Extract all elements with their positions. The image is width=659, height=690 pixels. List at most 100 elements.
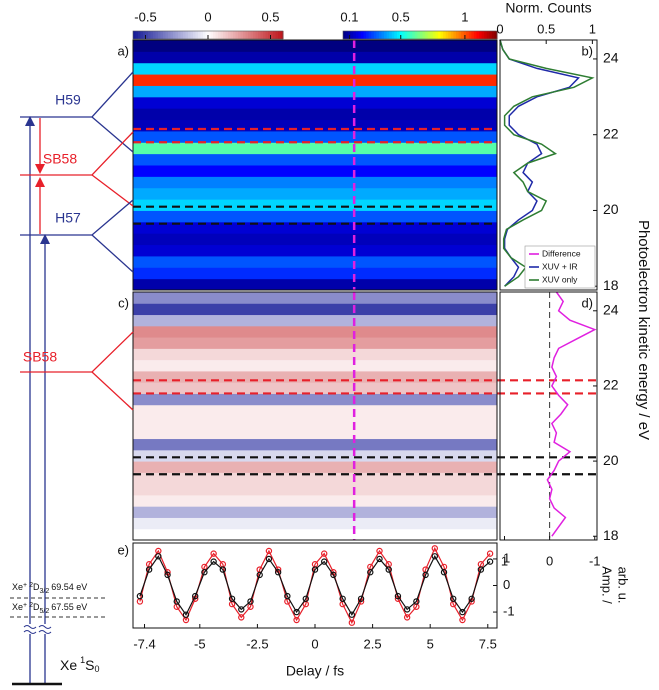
x-tick-label: -5 [194,636,206,651]
series-point [477,566,485,573]
x-tick-label: 1 [501,553,508,568]
colorbar-cell [213,31,216,39]
series-point [413,598,420,605]
colorbar-cell [225,31,229,39]
colorbar-cell [165,31,169,39]
colorbar-cell [223,31,226,39]
colorbar-cell [200,31,204,39]
colorbar-cell [360,31,365,39]
colorbar-cell [363,31,367,39]
colorbar-cell [450,31,454,39]
frame [132,39,498,291]
colorbar-cell [440,31,444,39]
colorbar-cell [260,31,264,39]
charge: + [23,602,27,609]
heat-cell [133,142,497,155]
series-point [321,558,328,565]
colorbar-cell [158,31,161,39]
colorbar-tick-label: 0.5 [261,9,279,24]
heat-cell [133,244,497,257]
element: Xe [12,582,23,592]
y-tick-label: 22 [603,125,619,141]
colorbar-cell [220,31,224,39]
series-point [274,569,282,576]
series-point [238,606,245,613]
colorbar-cell [432,31,436,39]
heat-cell [133,348,497,361]
heat-cell [133,382,497,394]
y-tick-label: -1 [503,604,515,619]
x-tick-label: 5 [427,636,434,651]
colorbar-tick-label: 0.1 [340,9,358,24]
series-line [499,39,595,287]
series-point [192,592,199,600]
heat-cell [133,153,497,166]
colorbar-cell [484,31,488,39]
series-point [394,592,402,600]
colorbar-cell [190,31,194,39]
axis-break [24,624,52,634]
colorbar-cell [420,31,424,39]
series-point [403,614,411,621]
series-line [139,546,491,625]
series-point [440,569,448,576]
axis-title: Norm. Counts [505,0,591,16]
colorbar-cell [402,31,406,39]
arrowhead [35,164,45,174]
series-line [546,291,597,537]
heat-cell [133,494,497,507]
y-tick-label: 1 [503,550,510,565]
series-point [486,558,494,565]
series-point [348,611,356,618]
axis-title: Amp. / [600,566,615,604]
arrowhead [25,116,35,126]
colorbar-cell [491,31,495,39]
colorbar-cell [430,31,434,39]
colorbar-cell [476,31,480,39]
x-tick-label: 2.5 [364,636,382,651]
heat-cell [133,461,497,473]
heat-cell [133,427,497,440]
colorbar-cell [489,31,493,39]
colorbar-cell [265,31,269,39]
heat-cell [133,210,497,223]
heat-cell [133,528,497,541]
x-tick-label: -1 [589,553,601,568]
series-point [431,553,438,560]
colorbar-cell [394,31,398,39]
colorbar-cell [376,31,380,39]
series-point [431,545,438,552]
series-point [173,598,180,605]
x-tick-label: 0 [546,553,553,568]
colorbar-cell [427,31,431,39]
colorbar-cell [153,31,156,39]
multiplicity: 1 [80,655,85,665]
colorbar-cell [218,31,221,39]
series-point [155,553,162,560]
heat-cell [133,165,497,177]
heat-cell [133,483,497,496]
colorbar-cell [494,31,498,39]
colorbar-cell [135,31,139,39]
series-point [385,566,392,573]
bracket [91,234,134,273]
y-tick-label: 22 [603,377,619,393]
colorbar-cell [205,31,209,39]
series-point [219,566,227,573]
colorbar-cell [391,31,395,39]
heat-cell [133,40,497,52]
colorbar-cell [386,31,390,39]
y-tick-label: 20 [603,201,619,217]
colorbar-cell [458,31,462,39]
series-point [247,598,254,605]
colorbar-cell [168,31,171,39]
colorbar-cell [175,31,179,39]
colorbar-cell [178,31,181,39]
colorbar-cell [407,31,411,39]
heat-cell [133,416,497,428]
colorbar-cell [425,31,429,39]
colorbar-cell [133,31,136,39]
label-sb58: SB58 [43,151,77,167]
term: S [85,657,94,673]
heat-cell [133,359,497,372]
